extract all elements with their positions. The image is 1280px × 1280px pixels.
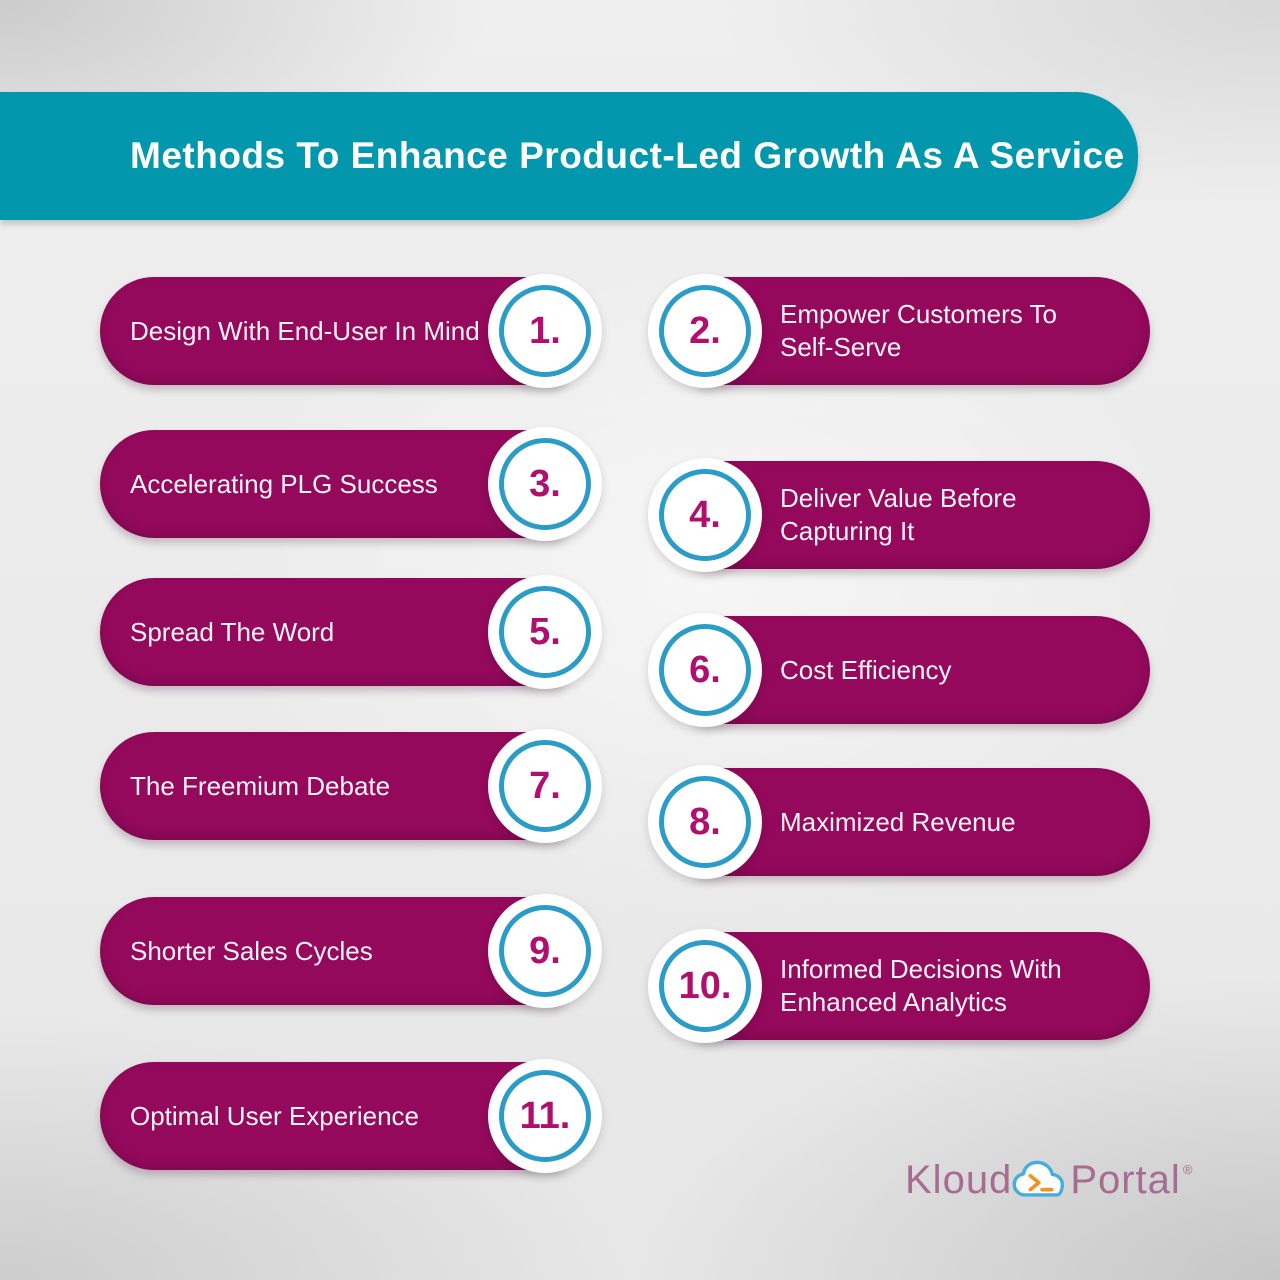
list-item: Optimal User Experience 11. xyxy=(100,1059,605,1173)
item-number: 11. xyxy=(519,1094,571,1137)
item-pill: Deliver Value Before Capturing It xyxy=(690,461,1150,569)
item-label: Accelerating PLG Success xyxy=(130,468,438,499)
number-ring: 2. xyxy=(659,285,751,377)
number-ring: 9. xyxy=(499,905,591,997)
item-label: Cost Efficiency xyxy=(780,654,952,685)
item-number: 4. xyxy=(689,493,721,536)
page-title: Methods To Enhance Product-Led Growth As… xyxy=(130,135,1125,176)
item-label: Shorter Sales Cycles xyxy=(130,935,373,966)
number-ring: 6. xyxy=(659,624,751,716)
item-number: 5. xyxy=(529,610,561,653)
list-item: Maximized Revenue 8. xyxy=(648,765,1150,879)
number-badge: 1. xyxy=(488,274,602,388)
number-badge: 2. xyxy=(648,274,762,388)
item-label: Empower Customers To Self-Serve xyxy=(780,299,1057,362)
item-label: The Freemium Debate xyxy=(130,770,391,801)
item-number: 9. xyxy=(529,929,561,972)
kloudportal-logo: Kloud Portal ® xyxy=(905,1150,1193,1210)
item-pill: Cost Efficiency xyxy=(690,616,1150,724)
item-label: Maximized Revenue xyxy=(780,806,1016,837)
item-number: 8. xyxy=(689,800,721,843)
number-badge: 10. xyxy=(648,929,762,1043)
logo-word-kloud: Kloud xyxy=(905,1157,1013,1202)
list-item: Cost Efficiency 6. xyxy=(648,613,1150,727)
item-label: Spread The Word xyxy=(130,616,335,647)
number-ring: 3. xyxy=(499,438,591,530)
item-number: 2. xyxy=(689,309,721,352)
list-item: Shorter Sales Cycles 9. xyxy=(100,894,605,1008)
item-label: Optimal User Experience xyxy=(130,1100,419,1131)
number-badge: 11. xyxy=(488,1059,602,1173)
number-badge: 7. xyxy=(488,729,602,843)
number-badge: 5. xyxy=(488,575,602,689)
item-number: 3. xyxy=(529,462,561,505)
number-badge: 3. xyxy=(488,427,602,541)
number-badge: 4. xyxy=(648,458,762,572)
item-pill: Empower Customers To Self-Serve xyxy=(690,277,1150,385)
number-badge: 8. xyxy=(648,765,762,879)
item-label: Deliver Value Before Capturing It xyxy=(780,483,1017,546)
trademark-symbol: ® xyxy=(1182,1161,1194,1177)
list-item: Spread The Word 5. xyxy=(100,575,605,689)
number-ring: 11. xyxy=(499,1070,591,1162)
list-item: The Freemium Debate 7. xyxy=(100,729,605,843)
logo-word-portal: Portal xyxy=(1070,1157,1181,1202)
number-ring: 8. xyxy=(659,776,751,868)
title-banner: Methods To Enhance Product-Led Growth As… xyxy=(0,92,1138,220)
number-ring: 10. xyxy=(659,940,751,1032)
item-number: 7. xyxy=(529,764,561,807)
list-item: Deliver Value Before Capturing It 4. xyxy=(648,458,1150,572)
item-number: 10. xyxy=(678,964,732,1007)
item-pill: Informed Decisions With Enhanced Analyti… xyxy=(690,932,1150,1040)
number-ring: 7. xyxy=(499,740,591,832)
list-item: Accelerating PLG Success 3. xyxy=(100,427,605,541)
number-ring: 1. xyxy=(499,285,591,377)
item-pill: Maximized Revenue xyxy=(690,768,1150,876)
item-label: Informed Decisions With Enhanced Analyti… xyxy=(780,954,1062,1017)
number-badge: 9. xyxy=(488,894,602,1008)
item-number: 1. xyxy=(529,309,561,352)
number-badge: 6. xyxy=(648,613,762,727)
item-label: Design With End-User In Mind xyxy=(130,315,480,346)
number-ring: 4. xyxy=(659,469,751,561)
list-item: Empower Customers To Self-Serve 2. xyxy=(648,274,1150,388)
number-ring: 5. xyxy=(499,586,591,678)
cloud-terminal-icon xyxy=(1010,1157,1072,1213)
item-number: 6. xyxy=(689,648,721,691)
list-item: Design With End-User In Mind 1. xyxy=(100,274,605,388)
list-item: Informed Decisions With Enhanced Analyti… xyxy=(648,929,1150,1043)
